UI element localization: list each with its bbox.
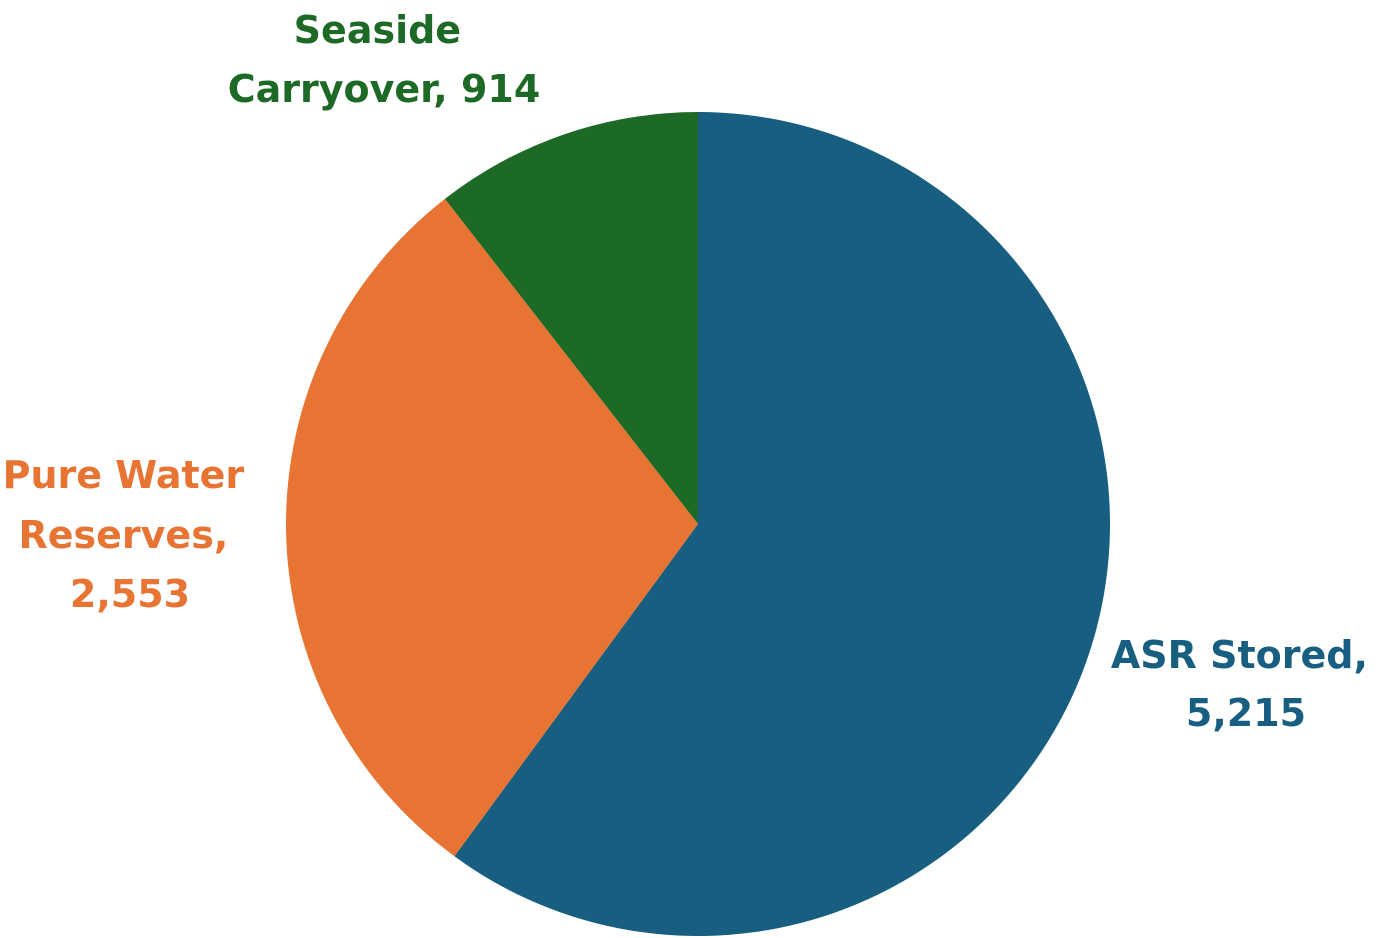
- label-pure-water-name-line2: Reserves,: [19, 513, 229, 557]
- label-pure-water-value: 2,553: [70, 572, 190, 616]
- label-pure-water-reserves: Pure Water Reserves, 2,553: [3, 453, 258, 616]
- label-pure-water-name-line1: Pure Water: [3, 453, 245, 497]
- pie-slice-seaside-carryover: [444, 112, 698, 524]
- label-seaside-name-line1: Seaside: [294, 8, 461, 52]
- label-asr-stored-value: 5,215: [1186, 691, 1306, 735]
- label-seaside-carryover: Seaside Carryover, 914: [228, 8, 541, 111]
- label-seaside-name-line2: Carryover, 914: [228, 67, 541, 111]
- label-asr-stored-name: ASR Stored,: [1111, 633, 1368, 677]
- pie-slice-asr-stored: [454, 112, 1110, 936]
- label-asr-stored: ASR Stored, 5,215: [1111, 633, 1378, 735]
- pie-slice-pure-water-reserves: [285, 198, 698, 857]
- pie-slices: [285, 112, 1110, 936]
